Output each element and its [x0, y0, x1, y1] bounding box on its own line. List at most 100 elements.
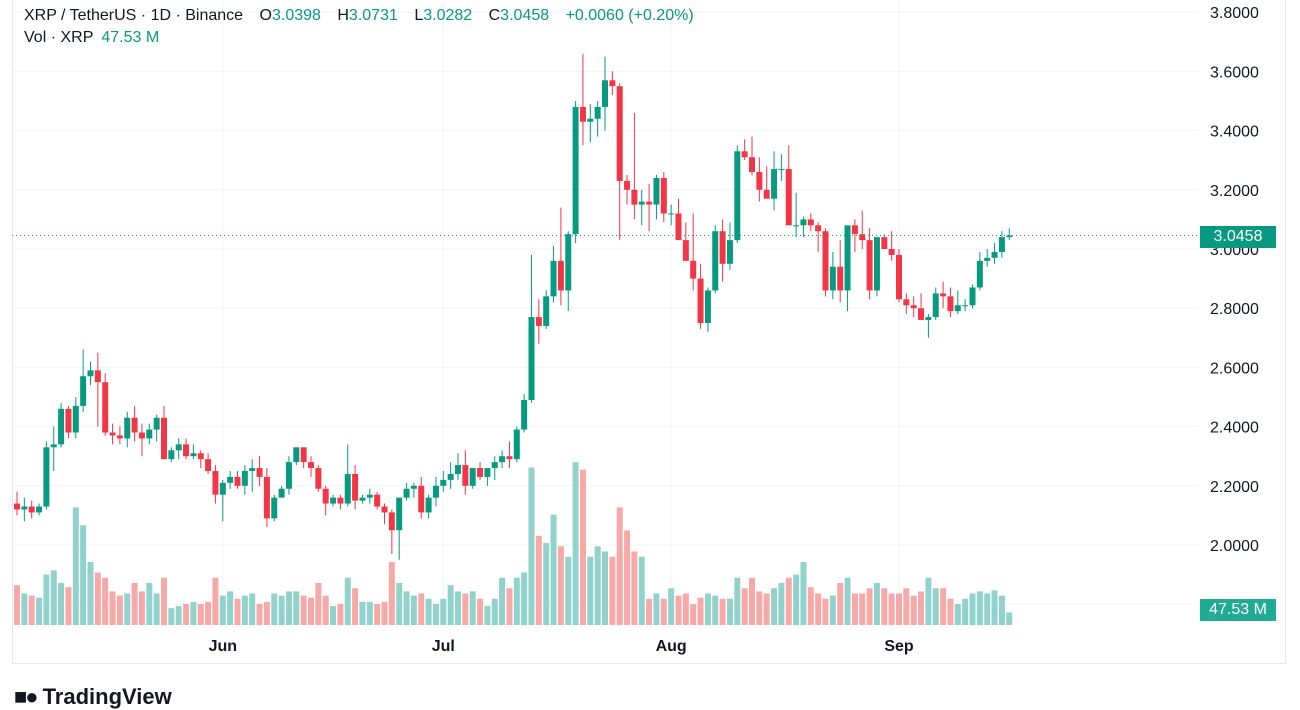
- volume-bar: [308, 597, 314, 625]
- volume-bar: [337, 604, 344, 625]
- candle-body: [499, 456, 506, 463]
- candle-body: [594, 106, 601, 119]
- candle-body: [815, 225, 822, 232]
- candle-body: [859, 234, 866, 241]
- candle-body: [14, 503, 20, 510]
- volume-bar: [712, 595, 719, 625]
- volume-bar: [631, 551, 638, 625]
- volume-bar: [388, 562, 395, 625]
- candle-body: [697, 278, 704, 323]
- high-value: 3.0731: [348, 7, 398, 24]
- volume-bar: [447, 585, 454, 625]
- volume-value: 47.53 M: [101, 29, 160, 46]
- volume-bar: [109, 591, 116, 625]
- tradingview-watermark[interactable]: ■● TradingView: [14, 684, 172, 710]
- volume-bar: [300, 595, 307, 625]
- volume-bar: [896, 593, 902, 625]
- candle-body: [43, 447, 50, 507]
- change-value: +0.0060 (+0.20%): [565, 7, 694, 24]
- candle-body: [976, 260, 983, 288]
- volume-bar: [550, 514, 557, 625]
- tradingview-logo-icon: ■●: [14, 684, 39, 709]
- volume-bar: [866, 588, 873, 625]
- time-axis: Jun Jul Aug Sep: [209, 638, 914, 655]
- chart-frame: [12, 0, 1286, 664]
- candle-body: [153, 417, 160, 430]
- volume-bar: [954, 604, 961, 625]
- volume-bar: [14, 585, 20, 625]
- volume-bar: [146, 583, 153, 625]
- volume-bar: [256, 604, 263, 625]
- candle-body: [352, 473, 359, 501]
- volume-bar: [675, 595, 682, 625]
- candle-body: [903, 299, 910, 306]
- ohlc-legend: XRP / TetherUS · 1D · Binance O3.0398 H3…: [24, 5, 694, 27]
- candle-body: [602, 80, 608, 107]
- candle-body: [690, 260, 697, 279]
- volume-bar: [793, 574, 800, 625]
- volume-bar: [278, 595, 285, 625]
- candle-body: [771, 169, 778, 199]
- candle-body: [315, 468, 322, 489]
- volume-bar: [234, 598, 241, 625]
- volume-bar: [925, 577, 932, 625]
- volume-bar: [183, 604, 190, 625]
- candle-body: [241, 471, 248, 486]
- candle-body: [734, 151, 741, 241]
- volume-bar: [910, 595, 917, 625]
- candle-body: [410, 485, 417, 489]
- candle-body: [418, 485, 425, 513]
- candle-body: [704, 290, 711, 323]
- volume-bar: [153, 593, 160, 625]
- volume-bar: [697, 597, 704, 625]
- volume-bar: [330, 606, 337, 625]
- candle-body: [124, 417, 131, 439]
- candle-body: [543, 296, 550, 326]
- high-label: H: [337, 7, 349, 24]
- volume-bar: [918, 591, 925, 625]
- volume-bar: [881, 588, 888, 625]
- volume-bar: [785, 577, 792, 625]
- candle-body: [300, 447, 307, 463]
- volume-bar: [219, 595, 226, 625]
- price-tick-label: 2.6000: [1210, 360, 1259, 377]
- candle-body: [249, 468, 256, 471]
- candle-body: [366, 494, 373, 498]
- volume-bar: [418, 593, 425, 625]
- price-tick-label: 3.8000: [1210, 5, 1259, 22]
- candle-body: [793, 225, 800, 227]
- volume-bar: [888, 593, 895, 625]
- volume-bar: [94, 572, 101, 625]
- candle-body: [998, 237, 1005, 252]
- candle-body: [102, 382, 109, 433]
- candle-body: [396, 497, 403, 531]
- volume-bar: [491, 598, 498, 625]
- candle-body: [609, 80, 616, 87]
- volume-bar: [359, 601, 366, 625]
- candle-body: [432, 485, 439, 498]
- volume-bar: [778, 583, 785, 625]
- candle-body: [896, 254, 902, 300]
- candle-body: [94, 370, 101, 383]
- candle-body: [756, 172, 763, 190]
- volume-bar: [28, 595, 35, 625]
- volume-bar: [749, 577, 755, 625]
- volume-bar: [579, 469, 586, 625]
- candle-body: [660, 177, 667, 214]
- volume-bar: [403, 591, 410, 625]
- price-tick-label: 3.2000: [1210, 183, 1259, 200]
- volume-bar: [624, 530, 631, 625]
- volume-bar: [741, 588, 748, 625]
- volume-bar: [734, 577, 741, 625]
- close-label: C: [488, 7, 501, 24]
- volume-bar: [719, 598, 726, 625]
- candle-body: [271, 497, 278, 519]
- candle-body: [322, 488, 329, 504]
- price-tick-label: 3.6000: [1210, 64, 1259, 81]
- candle-body: [116, 435, 123, 439]
- volume-bar: [455, 591, 461, 625]
- candle-body: [138, 432, 145, 439]
- price-tick-label: 2.4000: [1210, 420, 1259, 437]
- volume-bars: [14, 462, 1013, 625]
